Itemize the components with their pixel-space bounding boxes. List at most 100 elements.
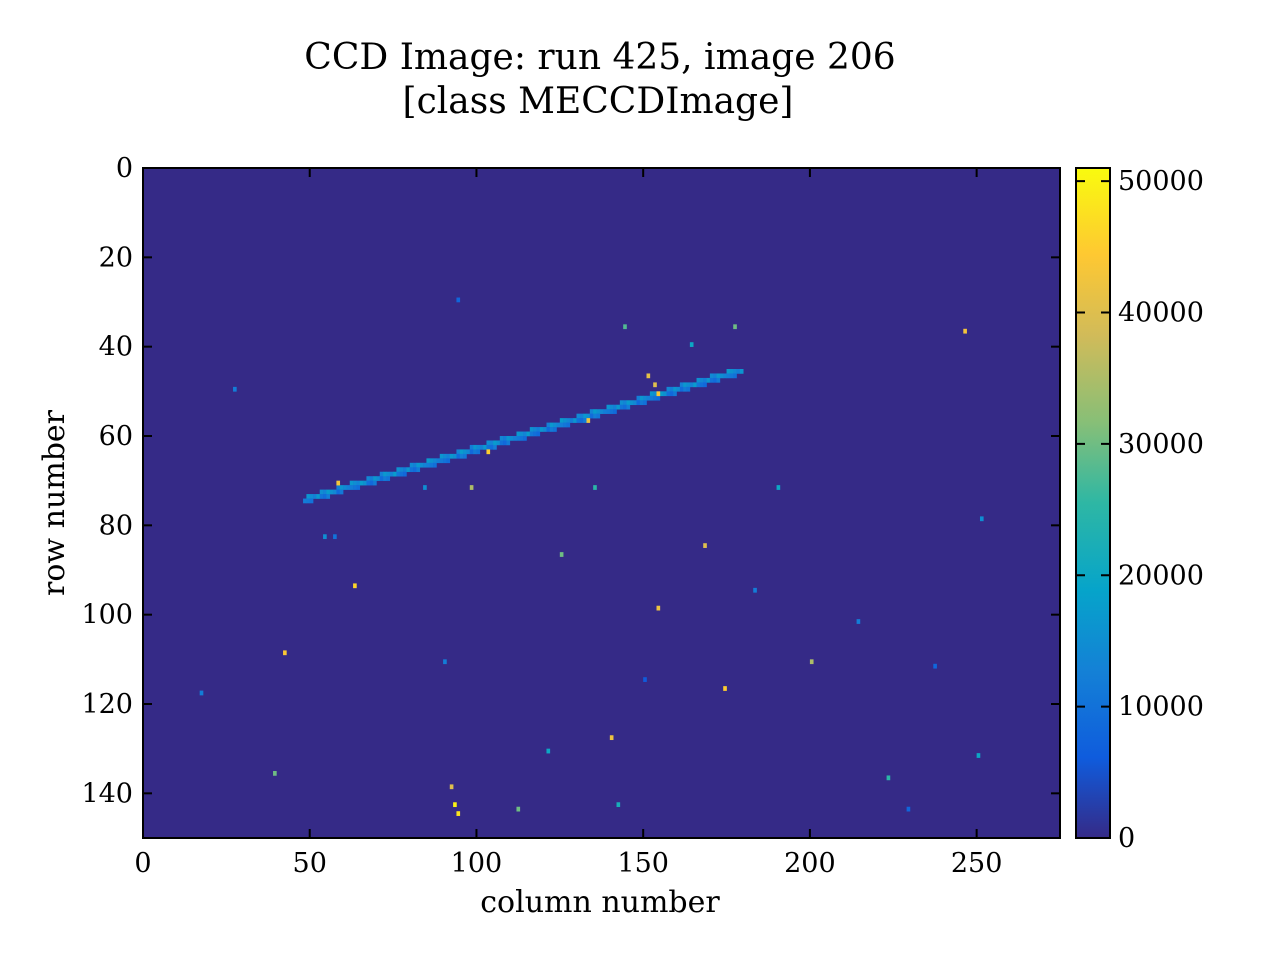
- track-pixel: [379, 471, 384, 477]
- track-pixel: [443, 453, 447, 459]
- x-tick-label: 50: [293, 848, 327, 879]
- track-pixel: [363, 480, 367, 486]
- track-pixel: [516, 436, 521, 441]
- track-pixel: [709, 377, 714, 383]
- image-background: [143, 168, 1060, 838]
- x-tick-label: 0: [134, 848, 151, 879]
- track-pixel: [316, 494, 321, 499]
- track-pixel: [603, 409, 607, 414]
- track-pixel: [486, 440, 491, 446]
- track-pixel: [686, 382, 691, 388]
- track-pixel: [389, 471, 394, 477]
- chart-subtitle: [class MECCDImage]: [403, 81, 794, 122]
- track-pixel: [589, 413, 594, 419]
- track-pixel: [379, 476, 384, 481]
- track-pixel: [319, 489, 324, 495]
- track-pixel: [526, 431, 531, 437]
- hit-pixel: [333, 534, 337, 540]
- track-pixel: [506, 440, 511, 446]
- hit-pixel: [449, 784, 454, 790]
- x-tick-label: 150: [617, 848, 669, 879]
- track-pixel: [643, 395, 647, 401]
- hit-pixel: [616, 802, 621, 808]
- track-pixel: [556, 422, 561, 428]
- track-pixel: [409, 462, 414, 468]
- track-pixel: [586, 413, 591, 419]
- track-pixel: [726, 369, 731, 374]
- track-pixel: [679, 382, 684, 388]
- x-tick-label: 250: [951, 848, 1003, 879]
- hit-pixel: [546, 748, 551, 754]
- track-pixel: [529, 427, 534, 432]
- y-tick-label: 60: [99, 421, 133, 452]
- track-pixel: [349, 485, 354, 490]
- track-pixel: [349, 480, 354, 486]
- track-pixel: [339, 489, 344, 495]
- track-pixel: [326, 494, 331, 499]
- colorbar-tick-label: 30000: [1118, 429, 1204, 460]
- track-pixel: [563, 418, 567, 423]
- track-pixel: [356, 480, 361, 486]
- track-pixel: [673, 386, 677, 392]
- track-pixel: [699, 377, 704, 383]
- track-pixel: [313, 494, 317, 499]
- track-pixel: [423, 462, 427, 468]
- track-pixel: [683, 382, 687, 388]
- hit-pixel: [809, 659, 814, 665]
- track-pixel: [639, 395, 644, 401]
- track-pixel: [573, 418, 577, 423]
- track-pixel: [619, 400, 624, 406]
- track-pixel: [426, 462, 431, 468]
- track-bright-pixel: [586, 418, 591, 423]
- track-pixel: [713, 373, 717, 379]
- hit-pixel: [456, 811, 461, 816]
- hit-pixel: [423, 485, 427, 490]
- track-pixel: [446, 453, 451, 459]
- track-pixel: [466, 449, 471, 455]
- track-pixel: [713, 377, 717, 383]
- track-pixel: [383, 471, 387, 477]
- track-pixel: [503, 440, 507, 446]
- track-pixel: [456, 449, 461, 455]
- track-pixel: [549, 427, 554, 432]
- track-pixel: [619, 404, 624, 410]
- hit-pixel: [323, 534, 327, 540]
- hit-pixel: [906, 806, 911, 812]
- track-pixel: [326, 489, 331, 495]
- hit-pixel: [443, 659, 447, 665]
- track-pixel: [439, 453, 444, 459]
- track-pixel: [736, 369, 741, 374]
- track-pixel: [536, 427, 541, 432]
- track-pixel: [373, 480, 377, 486]
- track-pixel: [719, 373, 724, 379]
- track-pixel: [596, 413, 601, 419]
- track-pixel: [353, 485, 357, 490]
- track-pixel: [563, 422, 567, 428]
- track-pixel: [469, 449, 474, 455]
- track-pixel: [729, 369, 734, 374]
- track-pixel: [689, 382, 694, 388]
- track-pixel: [376, 476, 381, 481]
- track-pixel: [536, 431, 541, 437]
- track-pixel: [373, 476, 377, 481]
- colorbar-tick-label: 20000: [1118, 560, 1204, 591]
- track-pixel: [396, 471, 401, 477]
- y-tick-label: 80: [99, 510, 133, 541]
- track-pixel: [606, 404, 611, 410]
- track-pixel: [399, 467, 404, 473]
- hit-pixel: [456, 297, 461, 303]
- track-pixel: [659, 391, 664, 397]
- track-pixel: [733, 369, 737, 374]
- track-pixel: [583, 418, 587, 423]
- track-pixel: [323, 494, 327, 499]
- track-pixel: [336, 489, 341, 495]
- track-pixel: [513, 436, 517, 441]
- track-pixel: [523, 436, 527, 441]
- track-pixel: [393, 471, 397, 477]
- track-pixel: [499, 440, 504, 446]
- track-pixel: [613, 404, 617, 410]
- track-pixel: [503, 436, 507, 441]
- track-pixel: [319, 494, 324, 499]
- track-pixel: [456, 453, 461, 459]
- track-pixel: [696, 377, 701, 383]
